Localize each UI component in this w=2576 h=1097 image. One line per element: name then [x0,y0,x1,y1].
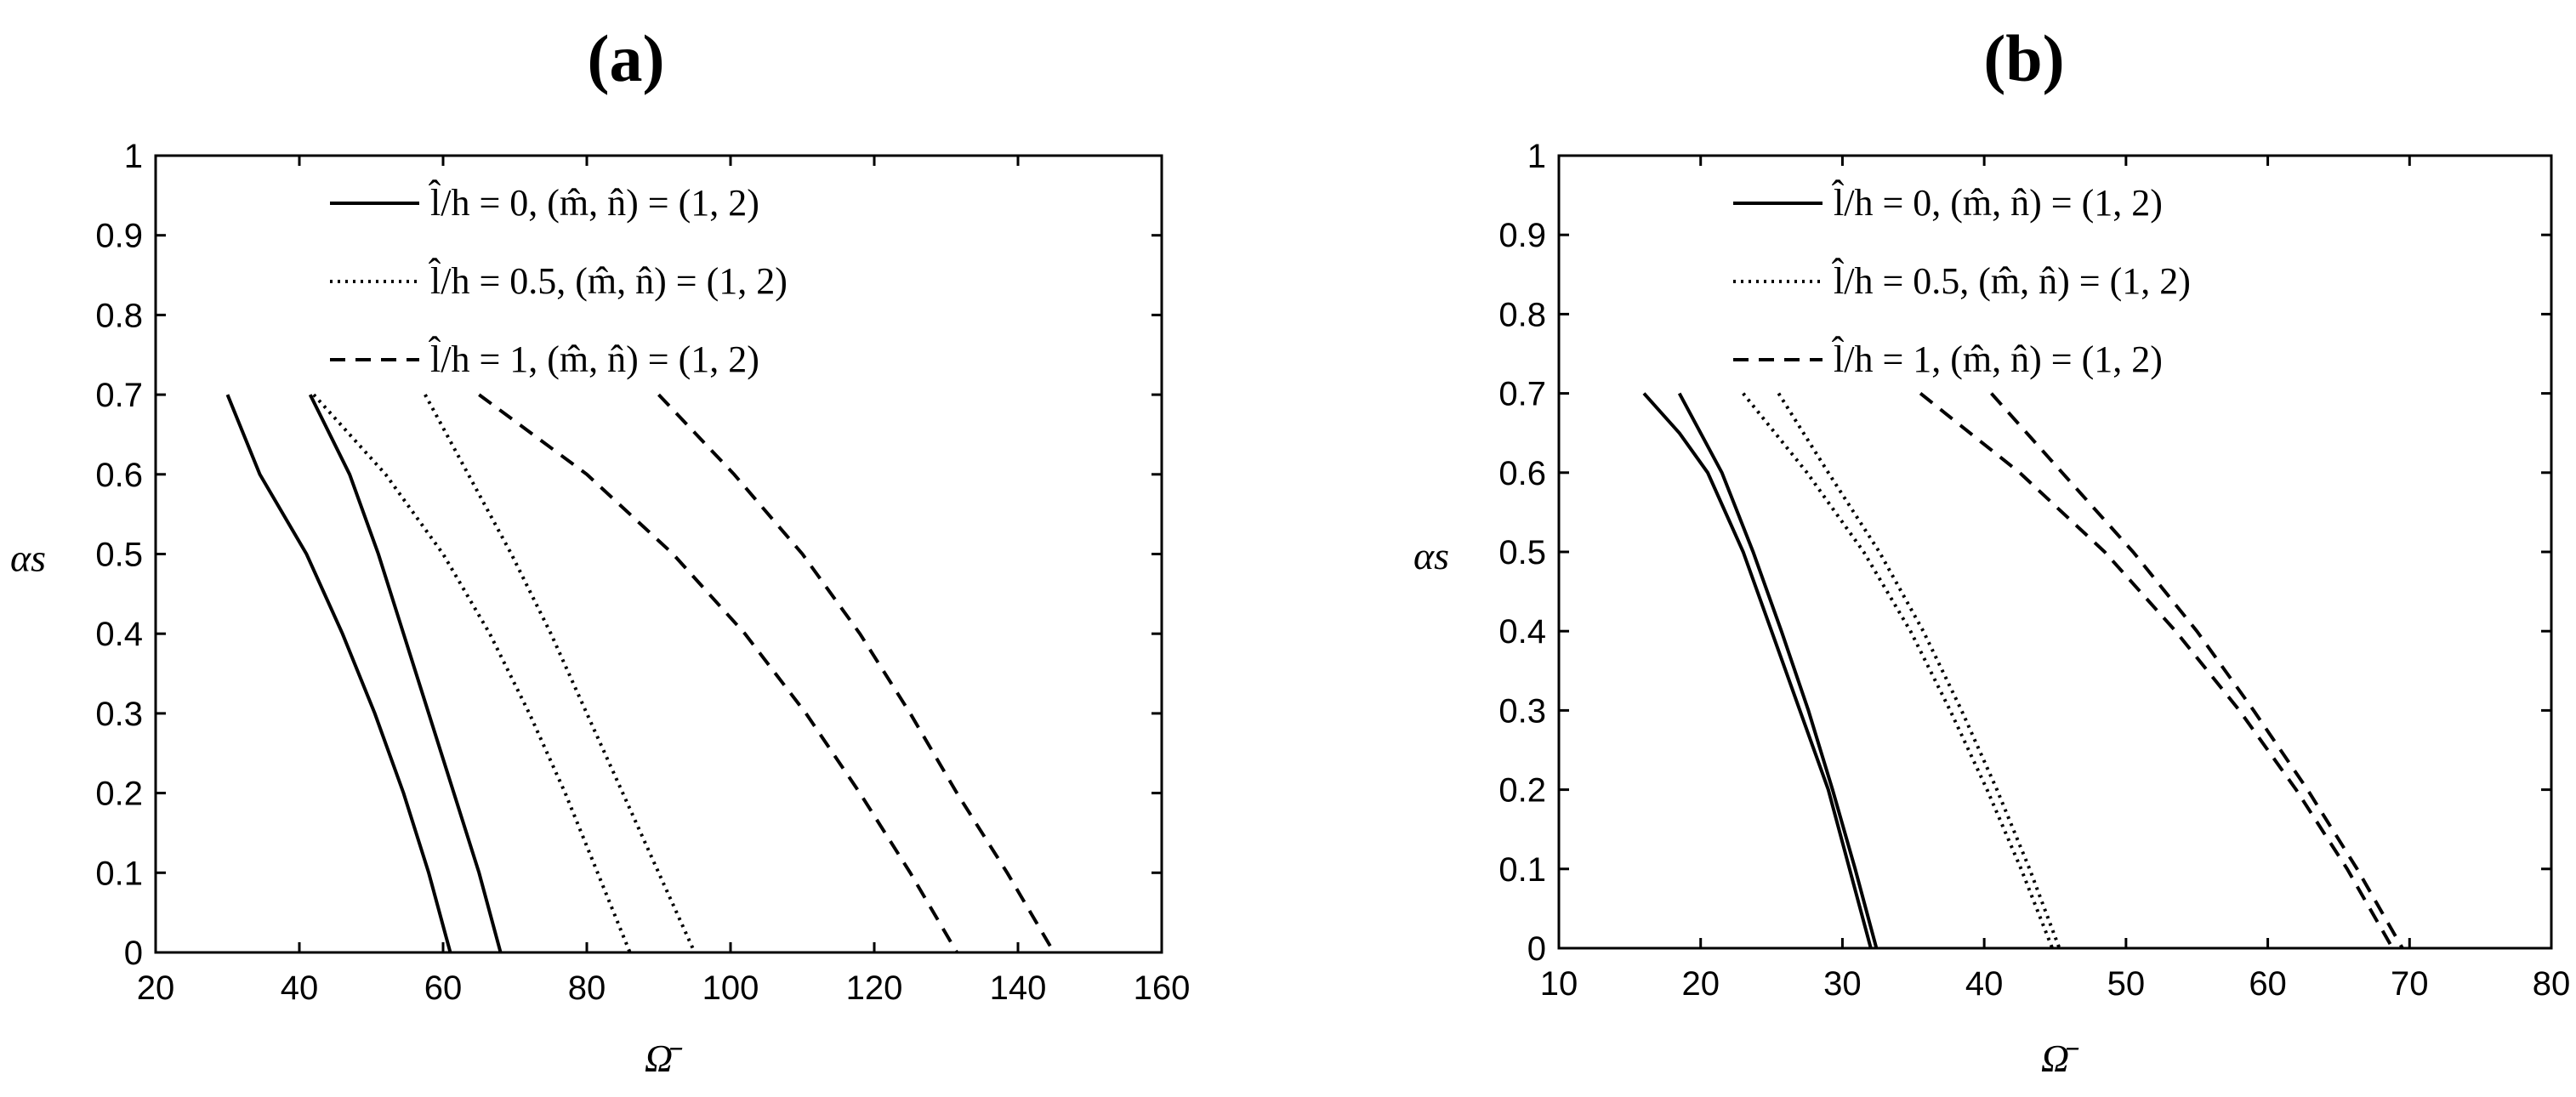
y-tick-label: 0.6 [1498,455,1546,492]
series-line-dashed [657,393,1056,954]
y-tick-label: 0.4 [1498,613,1546,651]
y-axis-label: αs [10,537,46,580]
x-tick-label: 120 [846,969,903,1007]
y-tick-label: 0.8 [95,297,143,334]
x-tick-label: 40 [281,969,319,1007]
series-line-solid [1642,392,1873,949]
x-tick-label: 160 [1134,969,1191,1007]
panel-title: (b) [1983,21,2064,95]
series-line-dashed [478,393,958,954]
y-tick-label: 0.9 [1498,217,1546,254]
series-line-dotted [424,394,697,953]
x-tick-label: 60 [424,969,463,1007]
y-tick-label: 0.7 [95,377,143,414]
y-tick-label: 0.9 [95,218,143,255]
x-tick-label: 20 [1681,965,1720,1003]
series-line-dotted [1742,392,2055,949]
y-tick-label: 0 [124,935,143,972]
y-tick-label: 0.4 [95,616,143,653]
x-tick-label: 30 [1823,965,1862,1003]
x-axis-label: Ω̄ [645,1037,683,1080]
panel-title: (a) [588,21,665,95]
series-line-solid [1677,392,1879,949]
y-tick-label: 0.8 [1498,296,1546,333]
x-tick-label: 70 [2391,965,2429,1003]
y-tick-label: 1 [1527,138,1546,175]
x-tick-label: 10 [1540,965,1578,1003]
y-tick-label: 0.1 [95,855,143,892]
y-tick-label: 0.2 [1498,772,1546,810]
x-tick-label: 40 [1965,965,2004,1003]
legend-label: l̂/h = 0.5, (m̂, n̂) = (1, 2) [1832,259,2191,302]
series-line-dotted [312,393,632,953]
legend-label: l̂/h = 0, (m̂, n̂) = (1, 2) [429,180,759,224]
legend-label: l̂/h = 1, (m̂, n̂) = (1, 2) [1832,337,2163,380]
y-tick-label: 0.6 [95,457,143,494]
legend-label: l̂/h = 0, (m̂, n̂) = (1, 2) [1832,180,2163,224]
x-tick-label: 80 [2533,965,2571,1003]
series-line-solid [225,394,452,953]
y-tick-label: 1 [124,138,143,175]
x-axis-label: Ω̄ [2041,1037,2079,1080]
y-tick-label: 0.1 [1498,851,1546,889]
x-tick-label: 100 [702,969,759,1007]
series-line-solid [308,394,503,953]
y-tick-label: 0 [1527,930,1546,968]
x-tick-label: 80 [568,969,606,1007]
chart-panel-b: (b) 10 20 30 40 50 60 70 80 0 0.1 0.2 0.3 0.4 0.5 0.6 0.… [1413,21,2570,1080]
x-tick-label: 140 [990,969,1047,1007]
series-line-dashed [1990,392,2404,949]
y-tick-label: 0.5 [1498,534,1546,571]
x-tick-label: 60 [2249,965,2287,1003]
y-tick-label: 0.3 [1498,692,1546,730]
series-line-dotted [1777,392,2061,949]
series-line-dashed [1919,392,2395,949]
y-tick-label: 0.2 [95,776,143,813]
y-axis-label: αs [1413,534,1449,577]
x-tick-label: 50 [2107,965,2146,1003]
y-tick-label: 0.5 [95,537,143,574]
y-tick-label: 0.7 [1498,376,1546,413]
chart-panel-a: (a) 20 40 60 80 100 120 140 160 0 0.1 0.2 0.3 0.4 0.5 0… [10,21,1190,1080]
x-tick-label: 20 [137,969,175,1007]
legend-label: l̂/h = 0.5, (m̂, n̂) = (1, 2) [429,259,788,302]
y-tick-label: 0.3 [95,696,143,733]
legend-label: l̂/h = 1, (m̂, n̂) = (1, 2) [429,337,759,380]
